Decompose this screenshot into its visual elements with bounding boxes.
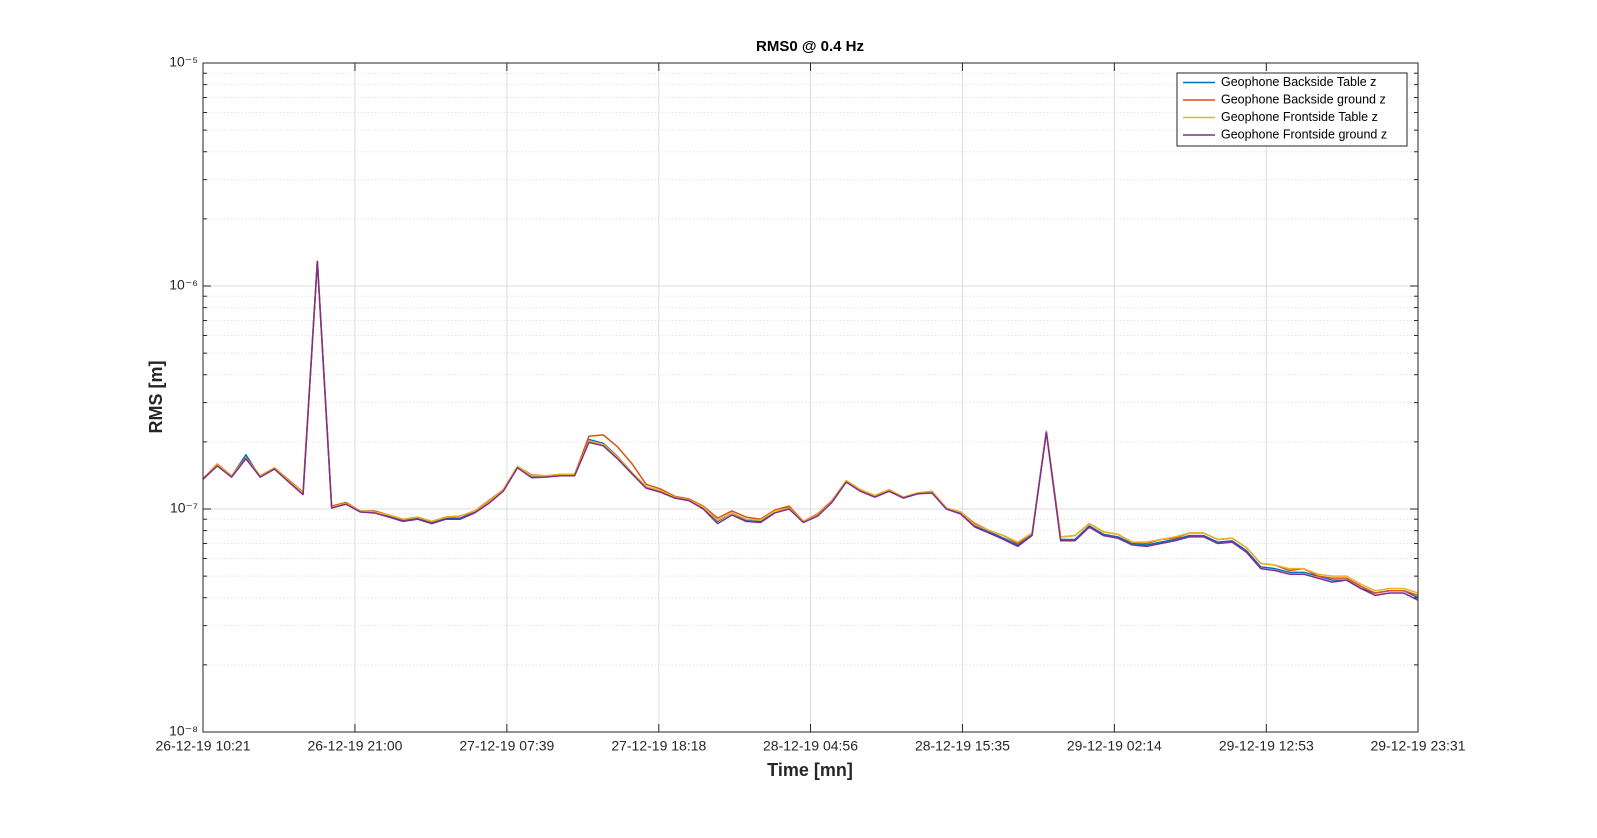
- data-line: [202, 260, 1419, 594]
- legend: Geophone Backside Table z Geophone Backsi…: [1176, 72, 1408, 147]
- x-tick-label: 28-12-19 15:35: [915, 738, 1010, 754]
- x-tick-label: 27-12-19 18:18: [611, 738, 706, 754]
- x-axis-label: Time [mn]: [767, 760, 853, 780]
- x-tick-label: 28-12-19 04:56: [763, 738, 858, 754]
- y-tick-label: 10⁻⁸: [169, 723, 198, 739]
- y-tick-label: 10⁻⁶: [169, 277, 198, 293]
- data-line: [202, 260, 1419, 601]
- x-tick-label: 29-12-19 02:14: [1067, 738, 1162, 754]
- x-tick-label: 27-12-19 07:39: [459, 738, 554, 754]
- y-axis-label: RMS [m]: [146, 361, 166, 434]
- legend-label: Geophone Backside ground z: [1221, 92, 1386, 106]
- x-tick-label: 29-12-19 23:31: [1371, 738, 1466, 754]
- legend-label: Geophone Backside Table z: [1221, 75, 1376, 89]
- lines: [202, 260, 1419, 601]
- x-tick-label: 29-12-19 12:53: [1219, 738, 1314, 754]
- chart-title: RMS0 @ 0.4 Hz: [756, 38, 864, 55]
- ticks: 10⁻⁸ 10⁻⁷ 10⁻⁶ 10⁻⁵ 26-12-19 10:21 26-12-19 2…: [156, 54, 1466, 754]
- legend-label: Geophone Frontside ground z: [1221, 127, 1387, 141]
- legend-box: [1176, 72, 1408, 147]
- y-tick-label: 10⁻⁵: [169, 54, 198, 70]
- x-tick-label: 26-12-19 10:21: [156, 738, 251, 754]
- x-tick-label: 26-12-19 21:00: [307, 738, 402, 754]
- y-tick-label: 10⁻⁷: [170, 500, 198, 516]
- legend-label: Geophone Frontside Table z: [1221, 110, 1378, 124]
